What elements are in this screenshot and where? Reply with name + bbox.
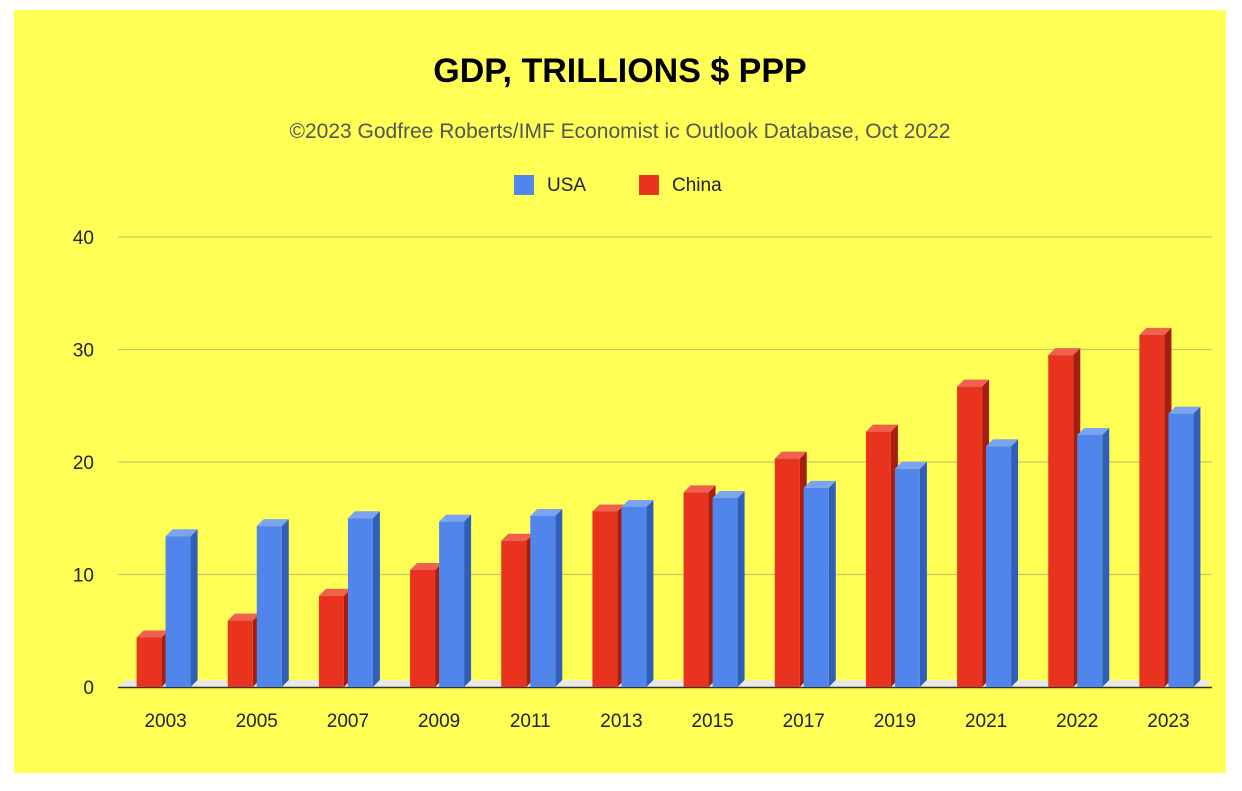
bar-china-2023 [1139, 327, 1172, 687]
x-tick-label: 2017 [783, 711, 825, 732]
y-tick-label: 30 [73, 341, 94, 362]
x-tick-label: 2003 [144, 711, 186, 732]
y-tick-label: 10 [73, 566, 94, 587]
bar-chart: GDP, TRILLIONS $ PPP ©2023 Godfree Rober… [73, 52, 1212, 732]
x-tick-label: 2011 [510, 711, 551, 732]
x-tick-label: 2021 [965, 711, 1007, 732]
bar-china-2009 [410, 563, 443, 687]
x-tick-label: 2019 [874, 711, 916, 732]
bar-usa-2011 [530, 509, 563, 687]
x-tick-label: 2009 [418, 711, 460, 732]
bar-usa-2009 [439, 514, 472, 687]
legend-label-china: China [672, 175, 722, 196]
chart-subtitle: ©2023 Godfree Roberts/IMF Economist ic O… [290, 120, 951, 143]
legend-label-usa: USA [547, 175, 586, 196]
legend: USA China [514, 175, 722, 196]
bar-china-2007 [318, 588, 351, 687]
bar-usa-2013 [621, 500, 654, 687]
bar-china-2015 [683, 485, 716, 687]
y-axis-ticks: 0 10 20 30 40 [73, 228, 94, 699]
chart-panel: GDP, TRILLIONS $ PPP ©2023 Godfree Rober… [14, 10, 1226, 773]
bar-china-2017 [774, 451, 807, 687]
floor-plane [118, 680, 1212, 687]
bar-china-2013 [592, 504, 625, 687]
bars [136, 327, 1201, 687]
legend-swatch-china [639, 175, 659, 195]
y-tick-label: 40 [73, 228, 94, 249]
bar-china-2021 [957, 379, 990, 687]
bar-usa-2015 [712, 491, 745, 687]
bar-usa-2021 [986, 439, 1019, 687]
bar-china-2022 [1048, 348, 1081, 687]
x-tick-label: 2013 [600, 711, 642, 732]
x-tick-label: 2023 [1147, 711, 1189, 732]
bar-usa-2017 [803, 480, 836, 687]
x-tick-label: 2022 [1056, 711, 1098, 732]
bar-usa-2005 [256, 519, 289, 687]
x-tick-label: 2007 [327, 711, 369, 732]
bar-china-2005 [227, 613, 260, 687]
x-tick-label: 2005 [236, 711, 278, 732]
x-axis-ticks: 2003 2005 2007 2009 2011 2013 2015 2017 2019 2021… [144, 711, 1189, 732]
chart-title: GDP, TRILLIONS $ PPP [433, 52, 806, 90]
chart-floor [118, 680, 1212, 689]
y-tick-label: 20 [73, 453, 94, 474]
bar-usa-2007 [347, 511, 380, 687]
y-tick-label: 0 [83, 678, 94, 699]
bar-usa-2019 [894, 461, 927, 687]
bar-usa-2023 [1168, 406, 1201, 687]
bar-usa-2022 [1077, 428, 1110, 687]
bar-china-2011 [501, 533, 534, 687]
bar-china-2019 [865, 424, 898, 687]
gridlines [118, 236, 1212, 576]
legend-swatch-usa [514, 175, 534, 195]
bar-china-2003 [136, 630, 169, 687]
x-tick-label: 2015 [691, 711, 733, 732]
bar-usa-2003 [165, 529, 198, 687]
